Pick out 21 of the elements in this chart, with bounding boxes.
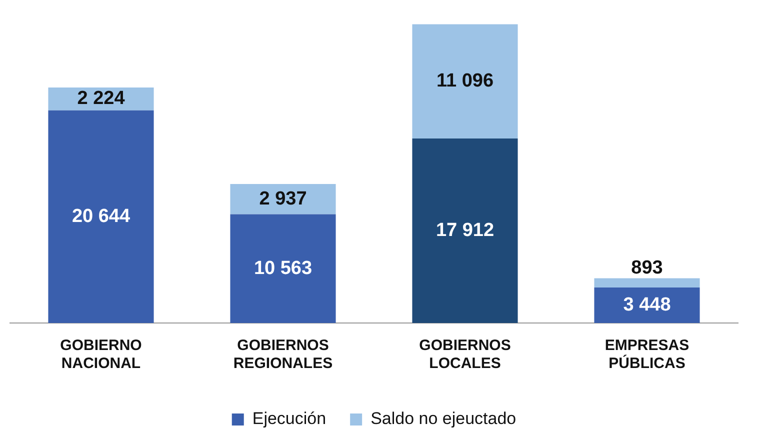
bar (230, 214, 336, 323)
data-label: 17 912 (436, 220, 494, 241)
data-label: 3 448 (623, 294, 671, 316)
data-label: 893 (631, 258, 663, 279)
x-tick-label: GOBIERNOS LOCALES (419, 337, 511, 372)
x-tick-label: GOBIERNO NACIONAL (60, 337, 142, 372)
bar (412, 24, 518, 139)
data-label: 2 937 (259, 188, 307, 210)
bar (230, 184, 336, 214)
bar (48, 110, 154, 323)
data-label: 10 563 (254, 258, 312, 279)
x-tick-label: GOBIERNOS REGIONALES (233, 337, 333, 372)
data-label: 11 096 (436, 70, 494, 92)
legend-label: Saldo no ejeuctado (370, 409, 516, 428)
bar (412, 138, 518, 323)
data-label: 2 224 (77, 88, 126, 110)
x-tick-label: EMPRESAS PÚBLICAS (604, 337, 690, 372)
legend-label: Ejecución (252, 409, 326, 428)
bar (594, 287, 700, 323)
bar (594, 278, 700, 288)
data-label: 20 644 (72, 206, 130, 227)
